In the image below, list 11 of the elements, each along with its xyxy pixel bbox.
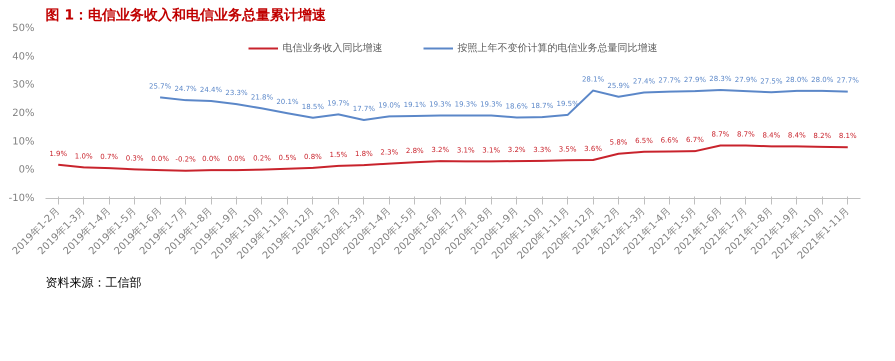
y-tick-label: 30% xyxy=(12,80,35,91)
legend-label: 按照上年不变价计算的电信业务总量同比增速 xyxy=(458,42,658,55)
legend-label: 电信业务收入同比增速 xyxy=(282,42,382,55)
y-tick-label: 0% xyxy=(18,164,35,176)
text: 资料来源：工信部 xyxy=(46,276,142,290)
y-tick-label: -10% xyxy=(8,193,35,204)
chart-title: 图 1：电信业务收入和电信业务总量累计增速 xyxy=(46,8,328,24)
y-tick-label: 50% xyxy=(12,23,35,34)
y-tick-label: 20% xyxy=(12,108,35,119)
y-tick-label: 10% xyxy=(12,136,35,148)
y-tick-label: 40% xyxy=(12,51,35,62)
